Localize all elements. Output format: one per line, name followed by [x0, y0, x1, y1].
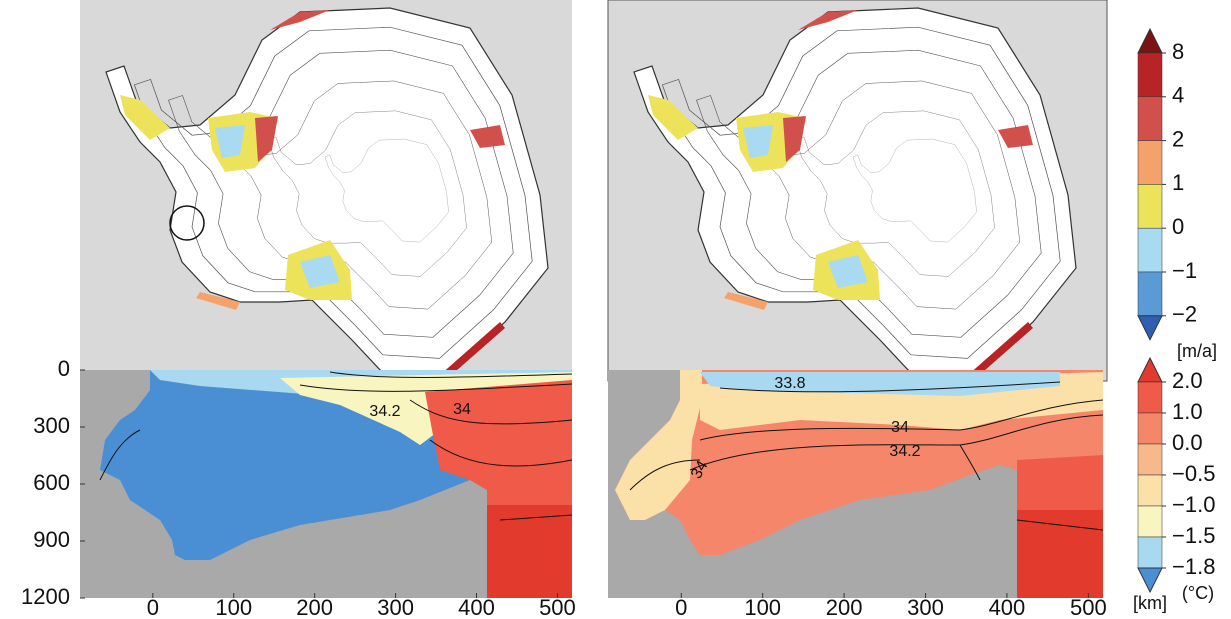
- colorbar-tick-label: 8: [1172, 39, 1184, 64]
- colorbar-extend: [1137, 315, 1163, 341]
- x-tick-label: 300: [907, 595, 944, 619]
- colorbar-extend: [1137, 27, 1163, 54]
- water-surface: [700, 372, 1060, 396]
- colorbar-unit: (°C): [1182, 583, 1214, 603]
- colorbar-band: [1137, 96, 1163, 141]
- colorbar-tick-label: −2: [1172, 302, 1197, 327]
- contour-label: 34.2: [369, 403, 400, 420]
- colorbar-tick-label: 2.0: [1172, 368, 1203, 393]
- contour-label: 34.2: [889, 443, 920, 460]
- x-tick-label: 200: [296, 595, 333, 619]
- x-tick-label: 0: [147, 595, 159, 619]
- colorbar-extend: [1137, 356, 1163, 383]
- x-tick-label: 500: [1070, 595, 1107, 619]
- colorbar-tick-label: −0.5: [1172, 461, 1215, 486]
- water-fringe: [615, 370, 702, 520]
- contours: [629, 381, 1104, 531]
- section-panel: 33.8 34 34.2 34: [608, 370, 1104, 598]
- contour-label: 34: [688, 458, 712, 482]
- x-axis-label: [km]: [1133, 593, 1167, 613]
- colorbar-band: [1137, 412, 1163, 445]
- water-warm-deep: [487, 505, 572, 598]
- y-tick-label: 300: [33, 413, 70, 438]
- map-panel: [528, 0, 1108, 382]
- colorbar-tick-label: 0.0: [1172, 430, 1203, 455]
- colorbar-band: [1137, 474, 1163, 507]
- colorbar-tick-label: 0: [1172, 214, 1184, 239]
- contour-label: 34: [891, 419, 909, 436]
- contours: [99, 371, 573, 521]
- colorbar-tick-label: 2: [1172, 126, 1184, 151]
- y-tick-label: 600: [33, 470, 70, 495]
- water-deep-core: [1017, 510, 1103, 598]
- colorbar-tick-label: −1: [1172, 258, 1197, 283]
- colorbar-unit: [m/a]: [1177, 341, 1217, 361]
- colorbar-band: [1137, 184, 1163, 229]
- x-tick-label: 500: [539, 595, 576, 619]
- y-tick-label: 900: [33, 527, 70, 552]
- colorbar-tick-label: 1: [1172, 170, 1184, 195]
- map-circle: [169, 205, 205, 241]
- colorbar-tick-label: −1.0: [1172, 492, 1215, 517]
- colorbar-extend: [1137, 567, 1163, 594]
- x-tick-label: 200: [826, 595, 863, 619]
- y-tick-label: 1200: [21, 584, 70, 609]
- x-tick-label: 400: [458, 595, 495, 619]
- colorbar-band: [1137, 536, 1163, 569]
- x-tick-label: 0: [675, 595, 687, 619]
- section-panel: 34.2 34: [80, 369, 573, 599]
- colorbar-tick-label: −1.8: [1172, 554, 1215, 579]
- colorbar-band: [1137, 381, 1163, 414]
- y-tick-label: 0: [58, 356, 70, 381]
- contour-label: 33.8: [774, 375, 805, 392]
- colorbar-tick-label: −1.5: [1172, 523, 1215, 548]
- x-tick-label: 100: [744, 595, 781, 619]
- x-tick-label: 400: [989, 595, 1026, 619]
- colorbar-band: [1137, 140, 1163, 185]
- colorbar: 8 4 2 1 0 −1 −2 [m/a]: [1137, 27, 1217, 361]
- contour-label: 34: [453, 401, 471, 418]
- colorbar-band: [1137, 443, 1163, 476]
- map-panel: [0, 0, 572, 381]
- colorbar: 2.0 1.0 0.0 −0.5 −1.0 −1.5 −1.8 (°C): [1137, 356, 1215, 603]
- x-tick-label: 100: [215, 595, 252, 619]
- colorbar-band: [1137, 227, 1163, 273]
- colorbar-tick-label: 1.0: [1172, 399, 1203, 424]
- colorbar-tick-label: 4: [1172, 83, 1184, 108]
- x-tick-label: 300: [377, 595, 414, 619]
- colorbar-band: [1137, 52, 1163, 98]
- colorbar-band: [1137, 271, 1163, 317]
- colorbar-band: [1137, 505, 1163, 538]
